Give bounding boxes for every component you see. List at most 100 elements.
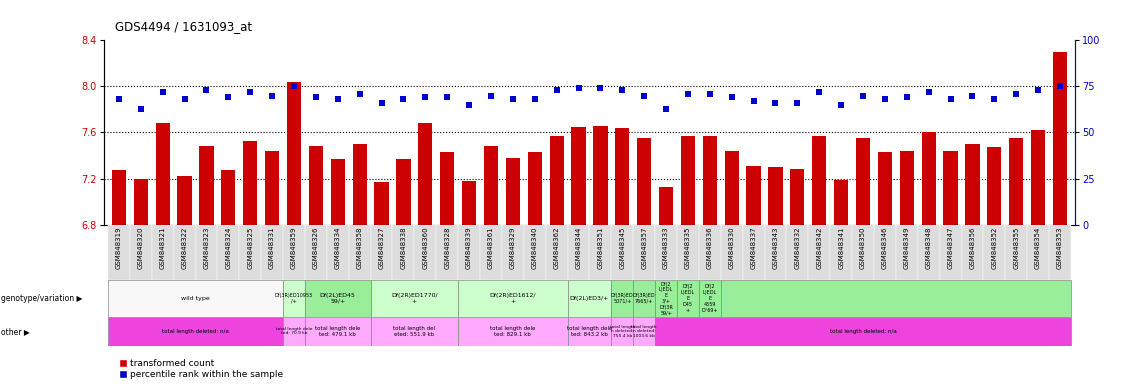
Point xyxy=(635,93,653,99)
Point xyxy=(700,91,718,97)
Text: Df(2L)ED45
59/+: Df(2L)ED45 59/+ xyxy=(320,293,356,304)
Bar xyxy=(703,136,717,225)
Bar xyxy=(528,152,542,225)
Bar xyxy=(677,225,699,280)
Bar xyxy=(918,225,939,280)
Bar xyxy=(305,280,370,317)
Bar xyxy=(721,280,1071,317)
Text: GSM848320: GSM848320 xyxy=(137,226,144,269)
Point xyxy=(767,100,785,106)
Bar xyxy=(965,144,980,225)
Bar xyxy=(1049,225,1071,280)
Bar xyxy=(331,159,345,225)
Bar xyxy=(199,146,214,225)
Bar xyxy=(480,225,502,280)
Bar xyxy=(283,225,305,280)
Bar xyxy=(196,225,217,280)
Text: GSM848331: GSM848331 xyxy=(269,226,275,269)
Point xyxy=(197,87,215,93)
Point xyxy=(854,93,872,99)
Bar xyxy=(108,317,283,346)
Bar xyxy=(878,152,892,225)
Bar xyxy=(436,225,458,280)
Bar xyxy=(615,128,629,225)
Point xyxy=(329,96,347,103)
Bar xyxy=(243,141,258,225)
Bar xyxy=(265,151,279,225)
Bar xyxy=(655,280,677,317)
Bar xyxy=(896,225,918,280)
Text: total length dele
ted: 70.9 kb: total length dele ted: 70.9 kb xyxy=(276,327,312,336)
Text: GSM848342: GSM848342 xyxy=(816,226,822,269)
Bar xyxy=(655,317,1071,346)
Point xyxy=(788,100,806,106)
Point xyxy=(153,89,171,95)
Bar xyxy=(1006,225,1027,280)
Point xyxy=(1051,83,1069,89)
Bar xyxy=(506,158,520,225)
Text: other ▶: other ▶ xyxy=(1,327,30,336)
Text: Df(2
L)EDL
E
4559
D°69+: Df(2 L)EDL E 4559 D°69+ xyxy=(701,285,718,313)
Text: GSM848362: GSM848362 xyxy=(554,226,560,269)
Text: GDS4494 / 1631093_at: GDS4494 / 1631093_at xyxy=(115,20,252,33)
Bar xyxy=(856,138,870,225)
Bar xyxy=(134,179,148,225)
Text: Df(3R)ED10953
/+: Df(3R)ED10953 /+ xyxy=(275,293,313,304)
Text: total length dele
ted: 843.2 kb: total length dele ted: 843.2 kb xyxy=(566,326,613,337)
Bar xyxy=(633,317,655,346)
Bar xyxy=(1053,52,1067,225)
Text: GSM848328: GSM848328 xyxy=(444,226,450,269)
Bar xyxy=(349,225,370,280)
Bar xyxy=(396,159,411,225)
Text: GSM848332: GSM848332 xyxy=(794,226,801,269)
Text: GSM848329: GSM848329 xyxy=(510,226,516,269)
Text: GSM848340: GSM848340 xyxy=(531,226,538,269)
Bar xyxy=(240,225,261,280)
Bar xyxy=(944,151,958,225)
Bar xyxy=(921,132,936,225)
Text: GSM848327: GSM848327 xyxy=(378,226,385,269)
Text: total length
n deleted:
755.4 kb: total length n deleted: 755.4 kb xyxy=(609,324,635,338)
Point xyxy=(941,96,959,103)
Bar xyxy=(129,225,152,280)
Bar xyxy=(790,169,804,225)
Text: Df(2L)ED3/+: Df(2L)ED3/+ xyxy=(570,296,609,301)
Bar xyxy=(611,280,633,317)
Bar xyxy=(765,225,786,280)
Point xyxy=(1008,91,1026,97)
Text: GSM848360: GSM848360 xyxy=(422,226,428,269)
Bar xyxy=(568,225,590,280)
Text: GSM848336: GSM848336 xyxy=(707,226,713,269)
Text: total length dele
ted: 829.1 kb: total length dele ted: 829.1 kb xyxy=(490,326,536,337)
Text: GSM848347: GSM848347 xyxy=(948,226,954,269)
Bar xyxy=(699,280,721,317)
Bar xyxy=(370,317,458,346)
Bar xyxy=(108,225,129,280)
Text: GSM848322: GSM848322 xyxy=(181,226,188,269)
Point xyxy=(503,96,521,103)
Bar xyxy=(830,225,852,280)
Text: GSM848352: GSM848352 xyxy=(991,226,998,269)
Bar xyxy=(502,225,524,280)
Bar xyxy=(962,225,983,280)
Bar xyxy=(834,180,848,225)
Point xyxy=(394,96,412,103)
Bar xyxy=(568,280,611,317)
Bar xyxy=(988,147,1001,225)
Bar xyxy=(283,317,305,346)
Text: GSM848350: GSM848350 xyxy=(860,226,866,269)
Text: GSM848357: GSM848357 xyxy=(641,226,647,269)
Text: GSM848325: GSM848325 xyxy=(248,226,253,269)
Bar xyxy=(874,225,896,280)
Point xyxy=(679,91,697,97)
Legend: transformed count, percentile rank within the sample: transformed count, percentile rank withi… xyxy=(119,359,284,379)
Text: wild type: wild type xyxy=(181,296,209,301)
Text: GSM848324: GSM848324 xyxy=(225,226,231,269)
Point xyxy=(832,102,850,108)
Bar xyxy=(414,225,436,280)
Text: GSM848343: GSM848343 xyxy=(772,226,778,269)
Bar xyxy=(458,280,568,317)
Text: GSM848358: GSM848358 xyxy=(357,226,363,269)
Text: GSM848339: GSM848339 xyxy=(466,226,472,269)
Point xyxy=(591,85,609,91)
